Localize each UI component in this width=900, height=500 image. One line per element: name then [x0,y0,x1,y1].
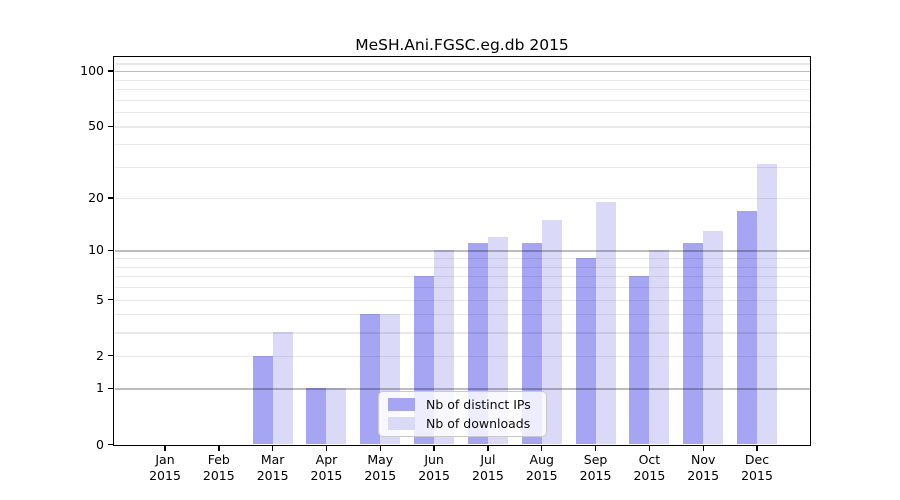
bar-distinct-ips [629,276,650,445]
x-tick-label: May 2015 [364,452,397,483]
y-axis-tick [107,298,113,301]
gridline [114,299,810,301]
legend: Nb of distinct IPs Nb of downloads [378,391,547,437]
gridline [114,258,810,260]
gridline [114,250,810,252]
gridline [114,144,810,146]
x-tick-label: Dec 2015 [741,452,773,483]
y-tick-label: 1 [96,380,104,396]
gridline [114,388,810,390]
x-axis-tick [487,446,489,451]
bar-distinct-ips [252,355,273,445]
bar-downloads [649,250,670,445]
bar-distinct-ips [683,243,704,445]
gridline [114,355,810,357]
x-tick-label: Jun 2015 [418,452,450,483]
gridline [114,88,810,91]
x-axis-tick [325,446,328,451]
x-axis-tick [594,446,597,451]
x-tick-label: Mar 2015 [256,452,289,483]
y-tick-label: 20 [88,190,104,206]
x-tick-label: Oct 2015 [633,452,666,483]
legend-item-distinct-ips: Nb of distinct IPs [388,397,546,412]
legend-label-distinct-ips: Nb of distinct IPs [426,397,531,413]
x-tick-label: Jul 2015 [472,452,504,483]
chart-title: MeSH.Ani.FGSC.eg.db 2015 [355,36,569,54]
y-tick-label: 100 [80,63,104,79]
y-axis-tick [107,125,113,128]
legend-item-downloads: Nb of downloads [388,416,546,431]
y-axis-tick [107,354,113,357]
y-tick-label: 50 [88,118,104,134]
gridline [114,287,810,289]
bar-downloads [326,388,347,445]
gridline [114,266,810,268]
y-axis-tick [107,443,113,446]
gridline [114,314,810,316]
y-axis-tick [107,197,113,199]
x-axis-tick [648,446,651,451]
x-tick-label: Feb 2015 [202,452,235,483]
x-axis-tick [433,446,435,451]
x-tick-label: Nov 2015 [687,452,720,483]
gridline [114,198,810,200]
x-axis-tick [379,446,381,451]
x-tick-label: Jan 2015 [149,452,181,483]
y-tick-label: 0 [96,436,104,452]
y-tick-label: 5 [96,291,104,307]
gridline [114,332,810,334]
x-tick-label: Aug 2015 [525,452,558,483]
gridline [114,71,810,73]
plot-area-border [113,56,811,446]
x-axis-tick [218,446,220,451]
bar-distinct-ips [575,258,596,445]
legend-swatch-distinct-ips [388,398,415,412]
bar-downloads [595,202,616,445]
y-axis-tick [107,70,113,72]
x-axis-tick [271,446,274,451]
x-tick-label: Sep 2015 [579,452,612,483]
y-tick-label: 2 [96,347,104,363]
y-axis-tick [107,387,113,390]
legend-swatch-downloads [388,416,415,430]
legend-label-downloads: Nb of downloads [426,415,531,431]
x-axis-tick [541,446,543,451]
gridline [114,166,810,168]
x-axis-tick [756,446,758,451]
y-tick-label: 10 [88,242,104,258]
bar-distinct-ips [737,210,758,445]
gridline [114,63,810,65]
gridline [114,276,810,278]
bar-downloads [703,230,724,445]
bar-downloads [272,332,293,445]
gridline [114,99,810,101]
gridline [114,126,810,128]
bar-distinct-ips [306,388,327,445]
bar-downloads [757,164,778,445]
gridline [114,111,810,114]
y-axis-tick [107,249,113,252]
gridline [114,79,810,81]
x-axis-tick [164,446,166,451]
x-axis-tick [702,446,704,451]
x-tick-label: Apr 2015 [310,452,343,483]
